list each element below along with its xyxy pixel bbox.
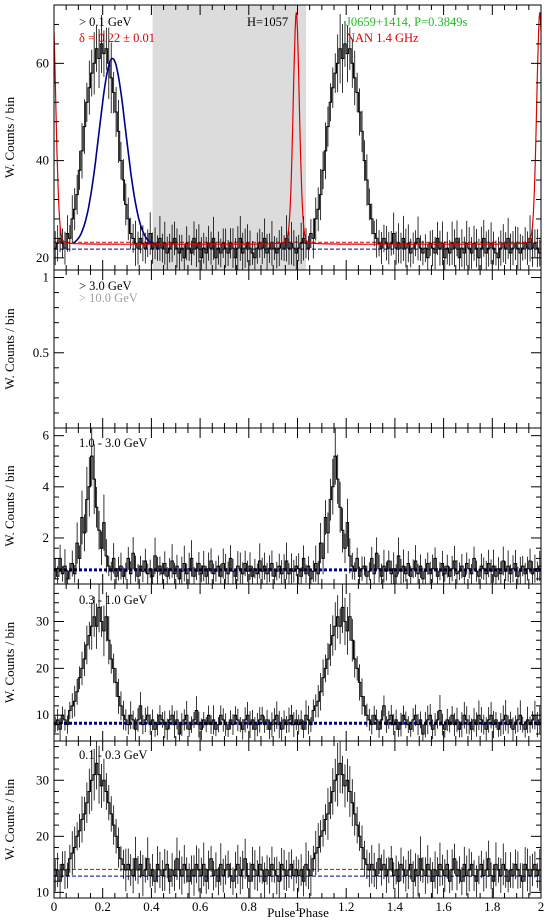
band-label: 1.0 - 3.0 GeV <box>79 436 147 450</box>
x-axis-title: Pulse Phase <box>267 905 329 920</box>
x-tick-label: 0 <box>51 899 58 914</box>
band-label-10gev: > 10.0 GeV <box>79 291 138 305</box>
y-tick-label: 20 <box>36 250 49 265</box>
pulsar-label: J0659+1414, P=0.3849s <box>346 15 468 29</box>
y-tick-label: 1 <box>43 270 50 285</box>
band-label: 0.1 - 0.3 GeV <box>79 748 147 762</box>
y-axis-label: W. Counts / bin <box>2 308 17 390</box>
radio-label: NAN 1.4 GHz <box>346 31 419 45</box>
panel-0.1-0.3gev-marks <box>54 741 541 898</box>
panel-0.1-0.3gev: 10 20 30 W. Counts / bin 0.1 - 0.3 GeV <box>2 740 542 899</box>
x-tick-label: 1.6 <box>435 899 452 914</box>
x-tick-label: 1.4 <box>387 899 404 914</box>
panel-1-3gev: 2 4 6 W. Counts / bin 1.0 - 3.0 GeV <box>2 427 542 585</box>
panel-1-3gev-ticks: 2 4 6 <box>43 428 542 584</box>
x-tick-label: 0.6 <box>192 899 209 914</box>
band-label-3gev: > 3.0 GeV <box>79 279 132 293</box>
htest-label: H=1057 <box>247 15 288 29</box>
y-tick-label: 40 <box>36 153 49 168</box>
x-tick-label: 0.4 <box>143 899 160 914</box>
y-tick-label: 20 <box>36 660 49 675</box>
panel-0.1-0.3gev-ticks: 10 20 30 <box>36 741 542 899</box>
y-axis-label: W. Counts / bin <box>2 621 17 703</box>
delta-label: δ = 0.22 ± 0.01 <box>79 31 155 45</box>
x-tick-label: 2 <box>538 899 545 914</box>
y-tick-label: 2 <box>43 530 50 545</box>
y-tick-label: 4 <box>43 479 50 494</box>
panel-3gev-ticks: 0.51 <box>33 270 542 429</box>
histogram <box>54 43 541 259</box>
x-tick-label: 0.8 <box>241 899 257 914</box>
panel-3gev: 0.51 W. Counts / bin > 3.0 GeV > 10.0 Ge… <box>2 269 542 429</box>
radio-profile-curve <box>54 12 541 245</box>
x-tick-label: 1 <box>294 899 301 914</box>
panel-top: 20 40 60 W. Counts / bin > 0.1 GeV δ = 0.2… <box>2 4 542 271</box>
y-tick-label: 0.5 <box>33 345 49 360</box>
y-axis-label: W. Counts / bin <box>2 778 17 860</box>
gaussian-fit-curve <box>73 57 157 246</box>
panel-0.3-1gev: 10 20 30 W. Counts / bin 0.3 - 1.0 GeV <box>2 583 542 742</box>
band-label: 0.3 - 1.0 GeV <box>79 593 147 607</box>
y-tick-label: 30 <box>36 613 49 628</box>
histogram <box>54 455 541 580</box>
panel-top-marks <box>54 12 541 270</box>
y-axis-label: W. Counts / bin <box>2 96 17 178</box>
offpulse-shade <box>152 5 307 270</box>
x-tick-label: 1.8 <box>484 899 500 914</box>
y-tick-label: 30 <box>36 772 49 787</box>
panel-1-3gev-marks <box>54 428 541 584</box>
panel-frame <box>53 583 542 742</box>
panel-0.3-1gev-ticks: 10 20 30 <box>36 583 542 741</box>
y-tick-label: 60 <box>36 55 49 70</box>
x-tick-label: 1.2 <box>338 899 354 914</box>
y-axis-label: W. Counts / bin <box>2 465 17 547</box>
histogram <box>54 762 541 882</box>
x-axis-tick-labels: 0 0.2 0.4 0.6 0.8 1 1.2 1.4 1.6 1.8 2 <box>51 899 545 914</box>
panel-0.3-1gev-marks <box>54 584 541 741</box>
y-tick-label: 20 <box>36 828 49 843</box>
y-tick-label: 10 <box>36 707 49 722</box>
histogram <box>54 606 541 735</box>
y-tick-label: 6 <box>43 428 50 443</box>
y-tick-label: 10 <box>36 884 49 899</box>
x-tick-label: 0.2 <box>95 899 111 914</box>
panel-top-ticks: 20 40 60 <box>36 4 542 270</box>
energy-label: > 0.1 GeV <box>79 15 132 29</box>
